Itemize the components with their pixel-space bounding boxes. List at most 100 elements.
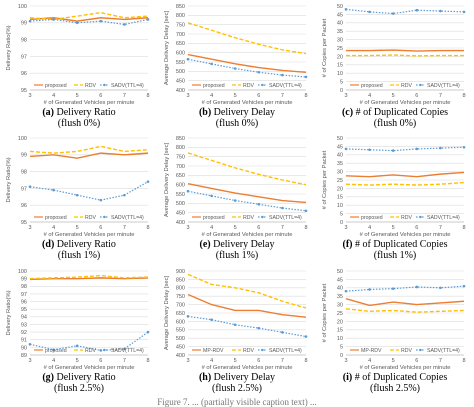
y-tick-label: 30 [337,303,343,309]
y-axis-label: Delivery Ratio(%) [6,290,12,335]
x-tick-label: 4 [52,358,55,364]
x-tick-label: 8 [146,358,149,364]
x-axis-label: # of Generated Vehicles per minute [202,232,293,238]
y-tick-label: 99 [21,153,27,159]
x-tick-label: 4 [210,225,213,231]
series-line-proposed [187,183,307,204]
data-point-sadv [304,75,308,79]
legend-marker-sadv [261,348,264,352]
chart-a: 95 96 97 98 99 100 3 4 5 6 7 8 # of Generated Vehicl… [6,4,150,106]
x-axis-label: # of Generated Vehicles per minute [360,232,451,238]
series-line-proposed [187,293,307,318]
caption-d-title: Delivery Ratio [56,239,116,250]
series-line-rdv [29,145,149,154]
y-tick-label: 97 [21,186,27,192]
y-tick-label: 50 [337,136,343,142]
caption-h-sub: (flush 2.5%) [212,383,262,394]
caption-b-letter: (b) [198,107,212,118]
x-tick-label: 5 [76,358,79,364]
series-line-proposed [29,277,149,281]
x-tick-label: 5 [392,225,395,231]
legend-marker-sadv [261,215,264,219]
y-tick-label: 800 [176,286,185,292]
x-tick-label: 8 [462,93,465,99]
y-tick-label: 100 [18,4,27,10]
legend-label-proposed: proposed [45,215,67,221]
y-tick-label: 95 [21,307,27,313]
caption-d-letter: (d) [42,239,55,250]
legend-label-sadv: SADV(TTL=4) [427,215,460,221]
data-point-sadv [281,73,284,77]
y-tick-label: 10 [337,336,343,342]
caption-i-letter: (i) [342,372,353,383]
chart-e: 400 450 500 550 600 650 700 750 800 850 3 4 5 6 7 8 # of… [164,136,308,238]
series-line-sadv [187,315,307,338]
x-tick-label: 7 [439,93,442,99]
x-tick-label: 8 [304,358,307,364]
y-tick-label: 92 [21,330,27,336]
series-line-sadv [29,18,149,26]
x-tick-label: 4 [368,225,371,231]
series-line-proposed [29,152,149,159]
data-point-sadv [52,188,55,192]
legend-label-proposed: proposed [361,215,383,221]
legend-label-rdv: RDV [243,215,254,221]
y-tick-label: 0 [340,220,343,226]
y-tick-label: 30 [337,170,343,176]
y-tick-label: 0 [340,88,343,94]
y-tick-label: 93 [21,322,27,328]
series-line-rdv [187,22,307,55]
legend-label-sadv: SADV(TTL=4) [427,348,460,354]
legend-marker-sadv [419,215,422,219]
x-tick-label: 3 [186,93,189,99]
x-tick-label: 4 [210,93,213,99]
y-tick-label: 550 [176,328,185,334]
y-tick-label: 450 [176,79,185,85]
y-tick-label: 45 [337,277,343,283]
data-point-sadv [210,194,213,198]
y-tick-label: 25 [337,46,343,52]
legend-label-rdv: RDV [401,83,412,89]
y-tick-label: 700 [176,32,185,38]
caption-a-letter: (a) [42,107,54,118]
caption-i: (i) # of Duplicated Copies (flush 2.5%) [316,372,474,394]
y-tick-label: 91 [21,338,27,344]
x-tick-label: 3 [186,358,189,364]
caption-g: (g) Delivery Ratio (flush 2.5%) [0,372,158,394]
series-line-sadv [29,181,149,201]
data-point-sadv [391,149,395,152]
caption-f-letter: (f) [342,239,353,250]
y-tick-label: 10 [337,71,343,77]
y-tick-label: 25 [337,178,343,184]
legend-label-rdv: RDV [401,348,412,354]
y-tick-label: 25 [337,311,343,317]
caption-f-sub: (flush 1%) [373,250,417,261]
data-point-sadv [233,199,237,202]
y-tick-label: 20 [337,319,343,325]
caption-g-sub: (flush 2.5%) [54,383,104,394]
y-tick-label: 500 [176,201,185,207]
y-tick-label: 99 [21,277,27,283]
x-tick-label: 6 [257,225,260,231]
x-tick-label: 6 [99,93,102,99]
series-line-rdv [187,152,307,186]
x-tick-label: 7 [439,225,442,231]
x-axis-label: # of Generated Vehicles per minute [360,100,451,106]
caption-e-title: Delivery Delay [213,239,275,250]
y-tick-label: 600 [176,183,185,189]
legend-label-rdv: RDV [243,83,254,89]
y-tick-label: 95 [21,220,27,226]
y-tick-label: 0 [340,353,343,359]
x-tick-label: 4 [52,93,55,99]
data-point-sadv [75,193,79,197]
y-tick-label: 850 [176,4,185,10]
caption-b-title: Delivery Delay [213,107,276,118]
y-tick-label: 600 [176,319,185,325]
y-tick-label: 500 [176,336,185,342]
data-point-sadv [391,287,395,290]
data-point-sadv [281,331,284,334]
y-tick-label: 35 [337,29,343,35]
y-tick-label: 750 [176,23,185,29]
data-point-sadv [344,8,348,11]
y-axis-label: # of Copies per Packet [322,18,328,77]
